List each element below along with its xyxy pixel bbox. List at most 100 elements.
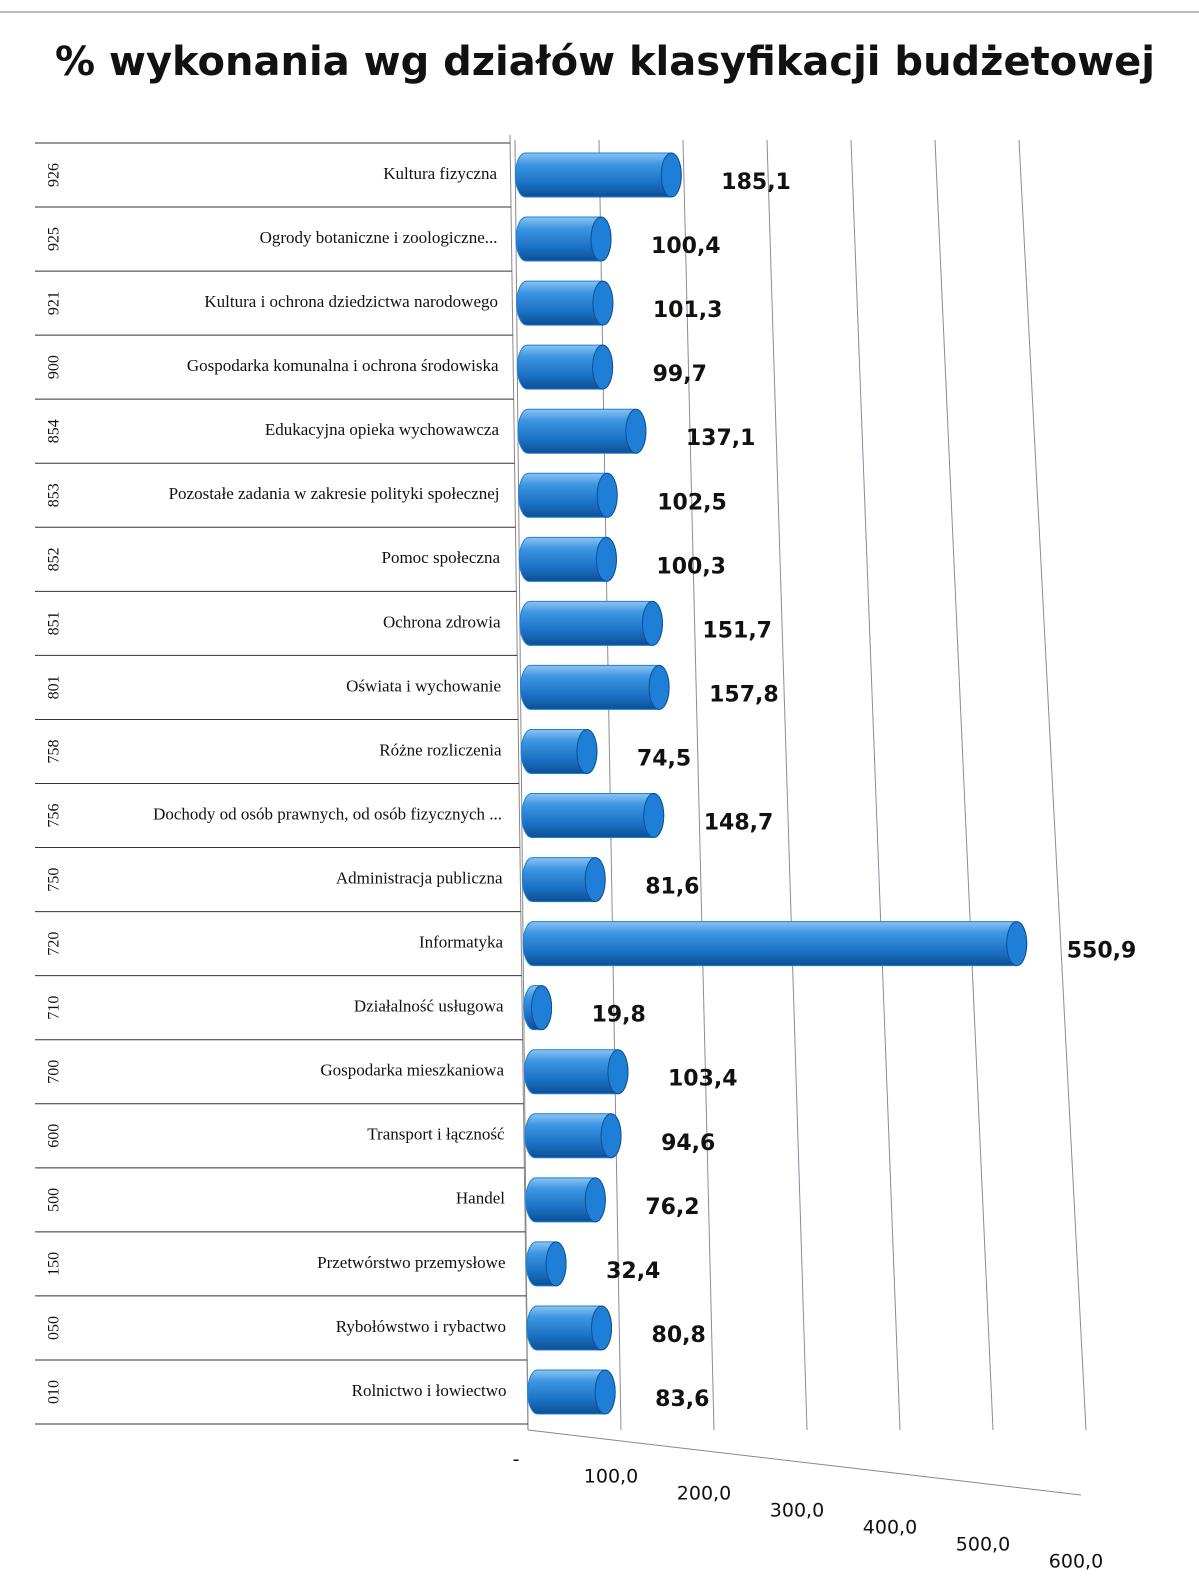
value-label: 103,4 (668, 1067, 738, 1092)
bar-cap (584, 1177, 606, 1223)
category-label: Handel (456, 1189, 505, 1208)
bar-cap (648, 664, 670, 710)
category-label: Rybołówstwo i rybactwo (336, 1317, 506, 1336)
value-label: 100,3 (656, 554, 726, 579)
bar-cap (592, 344, 614, 390)
category-label: Ochrona zdrowia (383, 612, 501, 631)
bar-cap (1006, 921, 1028, 967)
category-label: Ogrody botaniczne i zoologiczne... (260, 228, 498, 247)
category-code: 010 (46, 1380, 63, 1404)
category-code: 150 (46, 1252, 63, 1276)
value-label: 19,8 (592, 1003, 646, 1028)
x-tick-label: 100,0 (584, 1466, 638, 1488)
x-tick-label: - (513, 1449, 520, 1471)
value-label: 151,7 (702, 618, 772, 643)
category-label: Pomoc społeczna (382, 548, 501, 567)
category-code: 801 (46, 675, 63, 699)
value-label: 81,6 (645, 875, 699, 900)
value-label: 76,2 (645, 1195, 699, 1220)
bar (519, 600, 663, 646)
bar-cap (607, 1049, 629, 1095)
category-code: 854 (46, 419, 63, 443)
value-label: 550,9 (1067, 939, 1137, 964)
category-code: 600 (46, 1124, 63, 1148)
category-label: Kultura i ochrona dziedzictwa narodowego (204, 292, 498, 311)
category-code: 900 (46, 355, 63, 379)
category-code: 921 (46, 291, 63, 315)
value-label: 102,5 (657, 490, 727, 515)
category-label: Informatyka (419, 933, 503, 952)
bar-cap (660, 152, 682, 198)
category-label: Kultura fizyczna (383, 164, 497, 183)
category-label: Administracja publiczna (336, 868, 503, 887)
bar (520, 664, 670, 710)
value-label: 148,7 (704, 811, 774, 836)
grid-line (682, 139, 715, 1431)
category-label: Działalność usługowa (354, 997, 504, 1016)
category-label: Oświata i wychowanie (346, 676, 501, 695)
value-label: 94,6 (661, 1131, 715, 1156)
value-label: 101,3 (653, 298, 723, 323)
bar-cap (584, 857, 606, 903)
floor-line (527, 1429, 1082, 1496)
x-tick-label: 400,0 (863, 1517, 917, 1539)
category-label: Gospodarka komunalna i ochrona środowisk… (187, 356, 499, 375)
bar-cap (595, 536, 617, 582)
category-code: 710 (46, 996, 63, 1020)
category-code: 500 (46, 1188, 63, 1212)
grid-line (1018, 139, 1087, 1431)
grid-line (934, 139, 994, 1431)
category-code: 720 (46, 932, 63, 956)
x-tick-label: 600,0 (1049, 1551, 1103, 1573)
grid-line (850, 139, 901, 1431)
bar-cap (641, 600, 663, 646)
value-label: 80,8 (652, 1323, 706, 1348)
category-label: Różne rozliczenia (379, 740, 502, 759)
category-code: 852 (46, 547, 63, 571)
label-border (509, 134, 529, 1431)
x-tick-label: 200,0 (677, 1483, 731, 1505)
bar-cap (594, 1369, 616, 1415)
value-label: 74,5 (637, 746, 691, 771)
category-label: Pozostałe zadania w zakresie polityki sp… (169, 484, 500, 503)
category-label: Rolnictwo i łowiectwo (352, 1381, 507, 1400)
category-label: Dochody od osób prawnych, od osób fizycz… (153, 804, 502, 823)
value-label: 99,7 (653, 362, 707, 387)
category-code: 758 (46, 739, 63, 763)
bar-cap (590, 216, 612, 262)
bar-cap (596, 472, 618, 518)
bar-cap (591, 1305, 613, 1351)
category-code: 853 (46, 483, 63, 507)
bar-cap (643, 793, 665, 839)
category-code: 925 (46, 227, 63, 251)
grid-line (598, 139, 622, 1431)
category-code: 050 (46, 1316, 63, 1340)
value-label: 32,4 (606, 1259, 660, 1284)
grid-line (766, 139, 808, 1431)
category-label: Transport i łączność (367, 1125, 505, 1144)
bar (522, 921, 1028, 967)
bar-cap (531, 985, 553, 1031)
bar (514, 152, 682, 198)
x-tick-label: 500,0 (956, 1534, 1010, 1556)
category-code: 851 (46, 611, 63, 635)
bar-cap (625, 408, 647, 454)
bar-cap (576, 728, 598, 774)
category-code: 926 (46, 163, 63, 187)
category-label: Edukacyjna opieka wychowawcza (265, 420, 500, 439)
x-tick-label: 300,0 (770, 1500, 824, 1522)
axis-line (514, 139, 529, 1431)
bar (521, 793, 665, 839)
category-label: Gospodarka mieszkaniowa (320, 1061, 504, 1080)
bar-cap (545, 1241, 567, 1287)
value-label: 83,6 (655, 1387, 709, 1412)
bar-cap (592, 280, 614, 326)
value-label: 157,8 (709, 682, 779, 707)
category-code: 756 (46, 804, 63, 828)
value-label: 137,1 (686, 426, 756, 451)
value-label: 185,1 (721, 170, 791, 195)
category-label: Przetwórstwo przemysłowe (317, 1253, 505, 1272)
category-code: 750 (46, 868, 63, 892)
bar-cap (600, 1113, 622, 1159)
